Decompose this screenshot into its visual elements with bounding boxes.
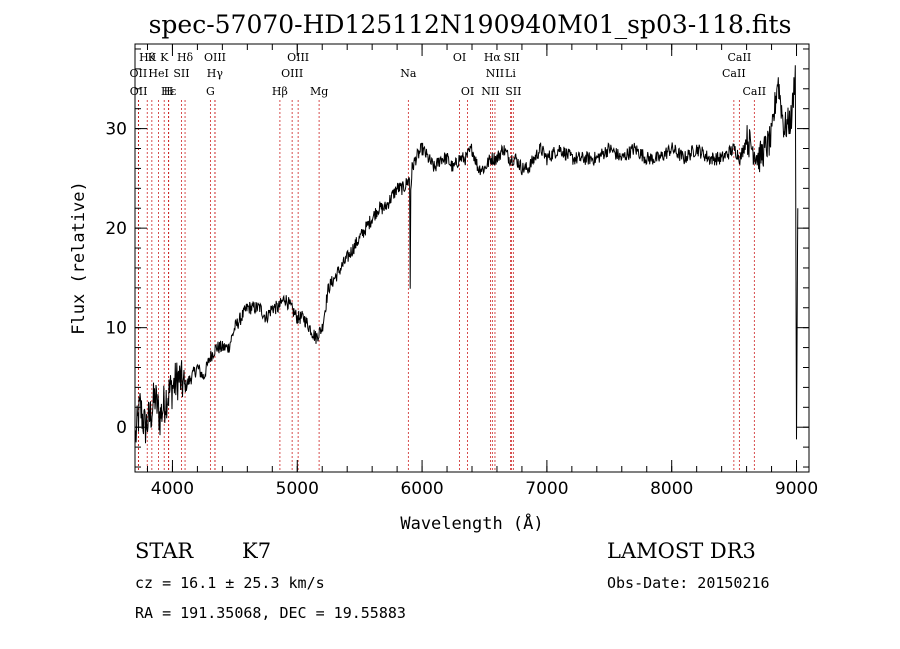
line-label-1: K — [148, 51, 157, 64]
x-tick-label-1: 5000 — [276, 479, 319, 499]
chart-title: spec-57070-HD125112N190940M01_sp03-118.f… — [149, 10, 792, 39]
axis-ticks: 4000 5000 6000 7000 8000 9000 0 10 20 30 — [105, 44, 818, 499]
cz-readout: cz = 16.1 ± 25.3 km/s — [135, 574, 325, 592]
line-label-8: SII — [503, 51, 519, 64]
x-axis-label: Wavelength (Å) — [400, 512, 543, 534]
x-tick-label-5: 9000 — [775, 479, 818, 499]
line-label-23: Hβ — [272, 85, 288, 98]
spectrum-line — [135, 65, 799, 444]
y-tick-label-2: 20 — [105, 219, 127, 239]
line-label-27: SII — [505, 85, 521, 98]
line-label-4: OIII — [204, 51, 226, 64]
y-axis-label: Flux (relative) — [69, 181, 89, 335]
line-label-22: G — [206, 85, 215, 98]
line-label-6: OI — [453, 51, 466, 64]
class-label: STAR — [135, 539, 194, 563]
line-label-7: Hα — [484, 51, 502, 64]
line-label-16: NII — [486, 67, 504, 80]
line-label-3: Hδ — [177, 51, 194, 64]
line-label-25: OI — [461, 85, 474, 98]
line-label-18: CaII — [722, 67, 746, 80]
line-label-21: H — [164, 85, 174, 98]
x-tick-label-3: 7000 — [525, 479, 568, 499]
x-tick-label-0: 4000 — [151, 479, 194, 499]
x-tick-label-4: 8000 — [650, 479, 693, 499]
y-tick-label-3: 30 — [105, 120, 127, 140]
survey-label: LAMOST DR3 — [607, 539, 756, 563]
subclass-label: K7 — [242, 539, 272, 563]
plot-frame — [134, 43, 810, 473]
line-label-20: Hε — [161, 85, 177, 98]
spectrum-series — [135, 65, 799, 444]
line-label-12: SII — [173, 67, 189, 80]
line-label-13: Hγ — [207, 67, 224, 80]
line-label-2: K — [160, 51, 169, 64]
line-label-17: Li — [505, 67, 516, 80]
coordinates: RA = 191.35068, DEC = 19.55883 — [135, 604, 406, 622]
line-label-10: OII — [130, 67, 148, 80]
line-label-24: Mg — [310, 85, 328, 98]
obs-date: Obs-Date: 20150216 — [607, 574, 770, 592]
line-label-9: CaII — [728, 51, 752, 64]
line-label-26: NII — [481, 85, 499, 98]
line-label-11: HeI — [148, 67, 168, 80]
x-tick-label-2: 6000 — [400, 479, 443, 499]
line-label-5: OIII — [287, 51, 309, 64]
line-label-14: OIII — [281, 67, 303, 80]
line-label-0: Hθ — [139, 51, 156, 64]
y-tick-label-1: 10 — [105, 319, 127, 339]
line-label-28: CaII — [742, 85, 766, 98]
line-label-15: Na — [400, 67, 417, 80]
line-label-19: OII — [130, 85, 148, 98]
y-tick-label-0: 0 — [116, 418, 127, 438]
